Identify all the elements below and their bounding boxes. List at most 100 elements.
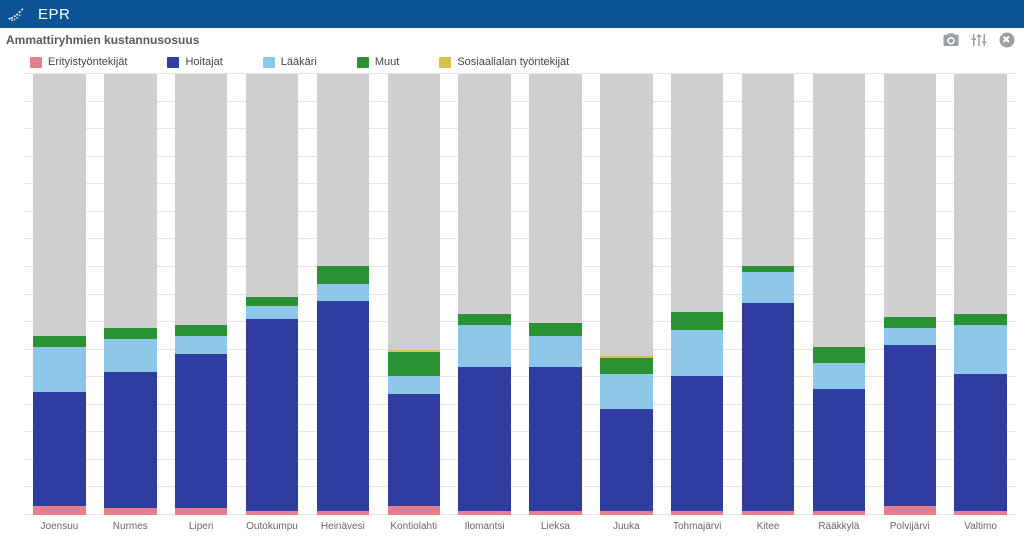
bar-segment-laakari[interactable]	[954, 325, 1006, 374]
x-axis-label: Heinävesi	[307, 521, 378, 541]
bar-segment-hoitajat[interactable]	[742, 303, 794, 510]
bar[interactable]	[884, 74, 936, 515]
bar-segment-hoitajat[interactable]	[813, 389, 865, 510]
close-icon[interactable]	[998, 31, 1016, 49]
x-axis-label: Kitee	[733, 521, 804, 541]
bar-segment-remainder[interactable]	[317, 74, 369, 266]
bar-segment-erityistyontekijat[interactable]	[104, 508, 156, 515]
legend-item-sosiaalialan[interactable]: Sosiaalialan työntekijät	[439, 56, 569, 68]
legend-item-erityistyontekijat[interactable]: Erityistyöntekijät	[30, 56, 127, 68]
bar-segment-muut[interactable]	[246, 297, 298, 306]
bar-segment-hoitajat[interactable]	[33, 392, 85, 507]
bar-segment-laakari[interactable]	[600, 374, 652, 409]
bar-segment-laakari[interactable]	[246, 306, 298, 319]
bar-segment-erityistyontekijat[interactable]	[742, 511, 794, 515]
bar-segment-erityistyontekijat[interactable]	[529, 511, 581, 515]
bar-segment-hoitajat[interactable]	[600, 409, 652, 510]
bar[interactable]	[388, 74, 440, 515]
bar[interactable]	[671, 74, 723, 515]
legend-item-muut[interactable]: Muut	[357, 56, 399, 68]
bar-segment-hoitajat[interactable]	[317, 301, 369, 510]
app-logo-icon	[8, 6, 28, 22]
bar[interactable]	[600, 74, 652, 515]
bar-segment-remainder[interactable]	[104, 74, 156, 328]
bar-segment-muut[interactable]	[671, 312, 723, 330]
bar-segment-muut[interactable]	[742, 266, 794, 273]
bar-segment-remainder[interactable]	[884, 74, 936, 317]
x-axis: JoensuuNurmesLiperiOutokumpuHeinävesiKon…	[0, 515, 1024, 541]
bar-segment-erityistyontekijat[interactable]	[600, 511, 652, 515]
bar-segment-remainder[interactable]	[458, 74, 510, 314]
bar-segment-hoitajat[interactable]	[529, 367, 581, 510]
bar-segment-laakari[interactable]	[175, 336, 227, 354]
bar-segment-remainder[interactable]	[175, 74, 227, 325]
bar[interactable]	[813, 74, 865, 515]
bar[interactable]	[458, 74, 510, 515]
legend: Erityistyöntekijät Hoitajat Lääkäri Muut Sos…	[0, 50, 1024, 72]
bar[interactable]	[317, 74, 369, 515]
x-axis-label: Lieksa	[520, 521, 591, 541]
bar-segment-muut[interactable]	[104, 328, 156, 339]
bar-segment-erityistyontekijat[interactable]	[175, 508, 227, 515]
bar-segment-erityistyontekijat[interactable]	[954, 511, 1006, 515]
bar-segment-muut[interactable]	[388, 352, 440, 376]
bar-segment-muut[interactable]	[33, 336, 85, 347]
camera-icon[interactable]	[942, 31, 960, 49]
bar[interactable]	[246, 74, 298, 515]
bar-segment-erityistyontekijat[interactable]	[317, 511, 369, 515]
bar-segment-laakari[interactable]	[104, 339, 156, 372]
bar-segment-laakari[interactable]	[884, 328, 936, 346]
bar-segment-remainder[interactable]	[671, 74, 723, 312]
bar-segment-hoitajat[interactable]	[954, 374, 1006, 511]
bar[interactable]	[954, 74, 1006, 515]
bar-segment-erityistyontekijat[interactable]	[246, 511, 298, 515]
bar[interactable]	[104, 74, 156, 515]
bar-segment-remainder[interactable]	[529, 74, 581, 323]
bar-segment-laakari[interactable]	[671, 330, 723, 376]
bar-segment-laakari[interactable]	[317, 284, 369, 302]
bar[interactable]	[33, 74, 85, 515]
bar-segment-hoitajat[interactable]	[671, 376, 723, 511]
bar-segment-laakari[interactable]	[529, 336, 581, 367]
bar-segment-remainder[interactable]	[600, 74, 652, 356]
bar-segment-muut[interactable]	[954, 314, 1006, 325]
legend-item-hoitajat[interactable]: Hoitajat	[167, 56, 222, 68]
bar-segment-hoitajat[interactable]	[458, 367, 510, 510]
bar-segment-laakari[interactable]	[458, 325, 510, 367]
sliders-icon[interactable]	[970, 31, 988, 49]
bar-segment-remainder[interactable]	[813, 74, 865, 347]
bar-segment-erityistyontekijat[interactable]	[458, 511, 510, 515]
bar-segment-muut[interactable]	[317, 266, 369, 284]
bar-segment-hoitajat[interactable]	[246, 319, 298, 511]
bar-segment-muut[interactable]	[884, 317, 936, 328]
bar-segment-erityistyontekijat[interactable]	[671, 511, 723, 515]
widget-header: Ammattiryhmien kustannusosuus	[0, 28, 1024, 50]
bar-segment-remainder[interactable]	[742, 74, 794, 266]
bar-segment-hoitajat[interactable]	[884, 345, 936, 506]
bar-segment-erityistyontekijat[interactable]	[33, 506, 85, 515]
bar-segment-laakari[interactable]	[813, 363, 865, 389]
bar-segment-remainder[interactable]	[388, 74, 440, 350]
bar-segment-muut[interactable]	[529, 323, 581, 336]
bar-segment-hoitajat[interactable]	[175, 354, 227, 508]
bar-segment-erityistyontekijat[interactable]	[388, 506, 440, 515]
bar-segment-remainder[interactable]	[954, 74, 1006, 314]
legend-item-laakari[interactable]: Lääkäri	[263, 56, 317, 68]
bar-segment-muut[interactable]	[458, 314, 510, 325]
bar-segment-remainder[interactable]	[33, 74, 85, 336]
bar[interactable]	[529, 74, 581, 515]
bar[interactable]	[175, 74, 227, 515]
bar-segment-muut[interactable]	[175, 325, 227, 336]
x-axis-label: Valtimo	[945, 521, 1016, 541]
bar-segment-laakari[interactable]	[742, 272, 794, 303]
bar-segment-erityistyontekijat[interactable]	[813, 511, 865, 515]
bar-segment-muut[interactable]	[813, 347, 865, 362]
bar-segment-hoitajat[interactable]	[104, 372, 156, 509]
bar-segment-erityistyontekijat[interactable]	[884, 506, 936, 515]
bar-segment-muut[interactable]	[600, 358, 652, 373]
bar-segment-remainder[interactable]	[246, 74, 298, 297]
bar-segment-hoitajat[interactable]	[388, 394, 440, 506]
bar-segment-laakari[interactable]	[388, 376, 440, 394]
bar-segment-laakari[interactable]	[33, 347, 85, 391]
bar[interactable]	[742, 74, 794, 515]
